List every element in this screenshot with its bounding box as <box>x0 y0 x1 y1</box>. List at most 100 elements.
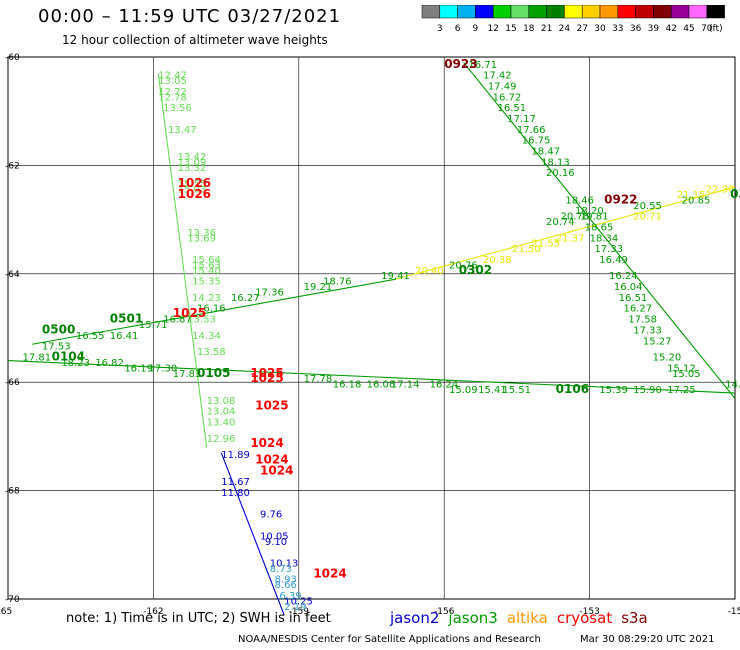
wave-height-label: 13.05 <box>158 76 187 87</box>
x-tick-label: -159 <box>289 607 310 617</box>
colorbar-tick-label: 15 <box>505 24 516 34</box>
x-tick-label: -165 <box>0 607 12 617</box>
wave-height-label: 13.69 <box>187 233 216 244</box>
colorbar-tick-label: 18 <box>523 24 535 34</box>
wave-height-label: 10.25 <box>284 596 313 607</box>
wave-height-label: 8.93 <box>275 575 297 586</box>
wave-height-label: 21.50 <box>512 244 541 255</box>
wave-height-label: 21.37 <box>556 233 585 244</box>
wave-height-label: 18.65 <box>585 222 614 233</box>
satellite-track <box>157 73 208 448</box>
legend-item-altika: altika <box>506 609 548 627</box>
satellite-track <box>7 359 736 394</box>
y-tick-label: -60 <box>5 53 20 63</box>
colorbar-tick-label: 24 <box>559 24 571 34</box>
wave-height-label: 15.40 <box>192 266 221 277</box>
wave-height-label: 19.81 <box>580 212 609 223</box>
wave-height-label: 18.13 <box>541 157 570 168</box>
satellite-legend: jason2 jason3 altika cryosat s3a <box>390 609 657 627</box>
wave-height-label: 17.25 <box>667 385 696 396</box>
wave-height-label: 18.76 <box>323 277 352 288</box>
wave-height-label: 12.47 <box>158 71 187 82</box>
wave-height-label: 17.30 <box>149 363 178 374</box>
wave-height-label: 15.27 <box>643 336 672 347</box>
wave-height-label: 15.35 <box>192 277 221 288</box>
wave-height-label: 15.64 <box>192 255 221 266</box>
legend-item-cryosat: cryosat <box>556 609 613 627</box>
wave-height-label: 8.73 <box>270 564 292 575</box>
wave-height-label: 17.49 <box>488 82 517 93</box>
pass-time-label: 0104 <box>52 350 85 364</box>
y-tick-label: -62 <box>5 161 20 171</box>
wave-height-label: 11.67 <box>221 477 250 488</box>
satellite-track <box>32 278 396 345</box>
credit-line: NOAA/NESDIS Center for Satellite Applica… <box>238 634 541 645</box>
wave-height-label: 14.23 <box>192 293 221 304</box>
pass-time-label: 1025 <box>173 306 206 320</box>
colorbar-tick-label: 3 <box>437 24 443 34</box>
wave-height-label: 21.55 <box>531 239 560 250</box>
wave-height-label: 16.82 <box>95 358 124 369</box>
wave-height-label: 16.18 <box>333 380 362 391</box>
pass-time-label: 1024 <box>255 453 288 467</box>
wave-height-label: 15.05 <box>672 369 701 380</box>
pass-time-label: 1024 <box>260 463 293 477</box>
wave-height-label: 16.19 <box>124 363 153 374</box>
wave-height-label: 2.19 <box>284 602 306 613</box>
pass-time-label: 1026 <box>178 187 211 201</box>
wave-height-label: 16.55 <box>76 331 105 342</box>
wave-height-label: 16.24 <box>609 271 638 282</box>
y-tick-label: -70 <box>5 595 20 605</box>
legend-item-jason3: jason3 <box>448 609 498 627</box>
colorbar-tick-label: 27 <box>576 24 587 34</box>
wave-height-label: 18.34 <box>590 233 619 244</box>
wave-height-label: 16.72 <box>493 92 522 103</box>
colorbar-tick-label: 9 <box>473 24 479 34</box>
chart-title: 00:00 – 11:59 UTC 03/27/2021 <box>38 6 342 27</box>
wave-height-label: 15.63 <box>192 260 221 271</box>
wave-height-label: 13.47 <box>168 125 197 136</box>
wave-height-label: 15.20 <box>653 353 682 364</box>
plot-frame <box>7 56 736 600</box>
pass-time-label: 1024 <box>313 566 346 580</box>
wave-height-label: 17.83 <box>173 369 202 380</box>
wave-height-label: 11.89 <box>221 450 250 461</box>
wave-height-label: 15.55 <box>178 179 207 190</box>
wave-height-label: 22.36 <box>706 185 735 196</box>
legend-item-jason2: jason2 <box>390 609 440 627</box>
wave-height-label: 10.05 <box>260 531 289 542</box>
colorbar-tick-label: 39 <box>648 24 660 34</box>
wave-height-label: 13.56 <box>163 103 192 114</box>
colorbar-tick-label: 36 <box>630 24 642 34</box>
pass-time-label: 0500 <box>42 322 75 336</box>
y-tick-label: -66 <box>5 378 20 388</box>
pass-time-label: 0302 <box>459 263 492 277</box>
wave-height-label: 16.27 <box>231 293 260 304</box>
wave-height-label: 18.46 <box>565 195 594 206</box>
colorbar-tick-label: 21 <box>541 24 552 34</box>
wave-height-label: 11.80 <box>221 488 250 499</box>
colorbar-tick-label: 12 <box>487 24 498 34</box>
wave-height-label: 20.85 <box>682 195 711 206</box>
wave-height-label: 17.66 <box>517 125 546 136</box>
wave-height-label: 13.08 <box>207 396 236 407</box>
wave-height-label: 14.34 <box>192 331 221 342</box>
wave-height-label: 20.78 <box>561 212 590 223</box>
colorbar-tick-label: 70 <box>701 24 713 34</box>
colorbar-unit-label: (ft) <box>709 24 723 34</box>
wave-height-label: 16.49 <box>599 255 628 266</box>
wave-height-label: 16.75 <box>522 136 551 147</box>
pass-time-label: 0922 <box>604 192 637 206</box>
wave-height-label: 13.32 <box>178 163 207 174</box>
x-tick-label: -156 <box>434 607 455 617</box>
wave-height-label: 19.21 <box>304 282 333 293</box>
wave-height-label: 20.55 <box>633 201 662 212</box>
wave-height-label: 17.42 <box>483 71 512 82</box>
wave-height-label: 17.14 <box>391 380 420 391</box>
colorbar-tick-label: 30 <box>594 24 606 34</box>
wave-height-label: 15.03 <box>178 185 207 196</box>
wave-height-label: 16.24 <box>430 380 459 391</box>
wave-height-label: 16.27 <box>624 304 653 315</box>
y-tick-label: -64 <box>5 270 20 280</box>
wave-height-label: 20.71 <box>633 212 662 223</box>
